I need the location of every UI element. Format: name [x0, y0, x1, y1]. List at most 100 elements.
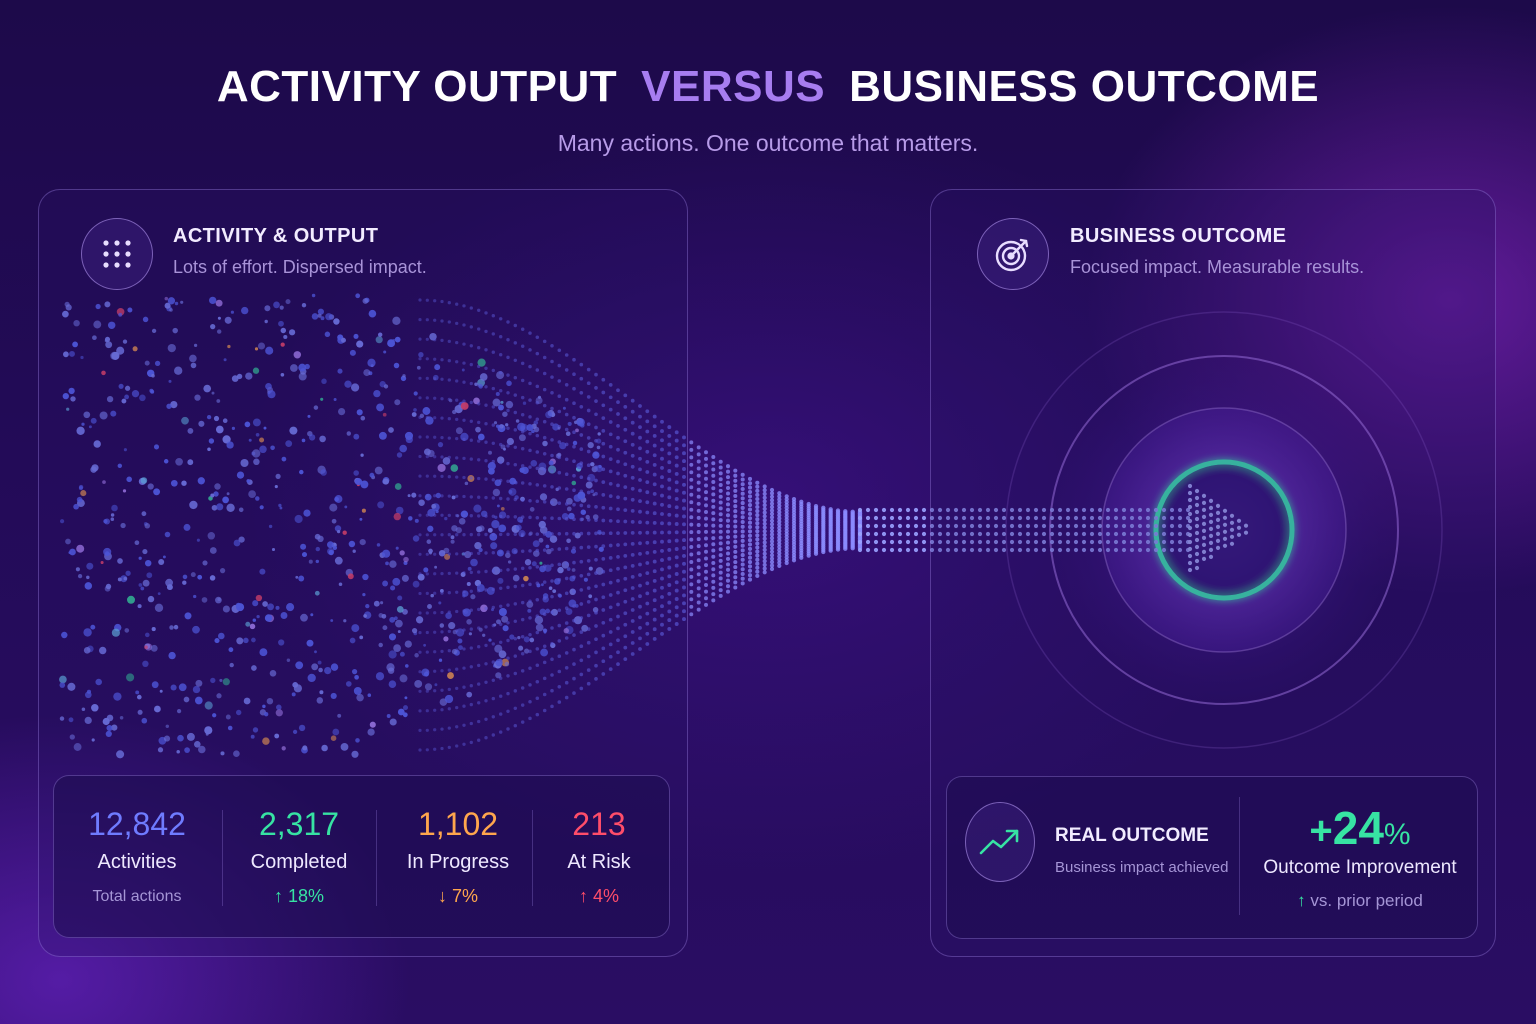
activity-dot — [718, 518, 723, 523]
activity-dot — [508, 487, 517, 496]
activity-dot — [447, 672, 454, 680]
activity-dot — [447, 397, 451, 402]
activity-dot — [469, 325, 473, 329]
activity-dot — [520, 617, 525, 622]
activity-dot — [696, 487, 701, 492]
activity-dot — [268, 524, 273, 529]
activity-dot — [425, 415, 429, 420]
activity-dot — [564, 383, 569, 387]
activity-dot — [711, 579, 716, 584]
activity-dot — [557, 577, 562, 582]
activity-dot — [881, 531, 887, 537]
activity-dot — [520, 549, 525, 554]
activity-dot — [382, 478, 389, 485]
activity-dot — [638, 467, 642, 472]
activity-dot — [865, 547, 871, 553]
activity-dot — [455, 427, 463, 435]
activity-dot — [63, 351, 69, 358]
activity-dot — [689, 574, 694, 579]
activity-dot — [381, 613, 387, 619]
activity-dot — [718, 494, 723, 499]
activity-dot — [704, 476, 708, 481]
outcome-value: 24 — [1332, 802, 1384, 854]
activity-dot — [447, 571, 451, 576]
activity-dot — [310, 613, 314, 617]
activity-dot — [747, 507, 753, 512]
activity-dot — [755, 569, 760, 574]
activity-dot — [346, 431, 352, 436]
activity-dot — [417, 573, 425, 581]
activity-dot — [367, 358, 376, 367]
activity-dot — [696, 480, 701, 485]
activity-dot — [601, 633, 606, 638]
activity-dot — [455, 379, 459, 383]
activity-dot — [689, 537, 694, 542]
activity-dot — [660, 419, 664, 424]
activity-dot — [451, 525, 458, 532]
activity-dot — [725, 545, 731, 551]
activity-dot — [572, 430, 576, 435]
activity-dot — [332, 545, 338, 550]
activity-dot — [250, 734, 255, 739]
activity-dot — [425, 748, 429, 752]
activity-dot — [440, 571, 444, 576]
activity-dot — [440, 649, 444, 654]
activity-dot — [144, 645, 148, 650]
activity-dot — [552, 589, 557, 593]
activity-dot — [572, 357, 576, 362]
activity-dot — [564, 546, 569, 551]
activity-dot — [630, 542, 635, 546]
activity-dot — [434, 565, 438, 569]
activity-dot — [608, 667, 613, 671]
activity-dot — [586, 640, 591, 645]
activity-dot — [696, 494, 701, 499]
activity-dot — [198, 745, 206, 754]
activity-dot — [469, 589, 473, 593]
activity-dot — [769, 522, 775, 527]
activity-dot — [184, 747, 190, 753]
activity-dot — [660, 595, 664, 599]
activity-dot — [784, 531, 789, 537]
activity-dot — [528, 549, 532, 553]
activity-dot — [667, 433, 672, 438]
activity-dot — [469, 665, 473, 669]
activity-dot — [344, 505, 348, 509]
activity-dot — [498, 694, 503, 698]
activity-dot — [711, 461, 716, 466]
activity-dot — [88, 425, 92, 429]
activity-dot — [462, 361, 466, 365]
activity-dot — [506, 337, 510, 342]
activity-dot — [164, 302, 171, 309]
activity-dot — [418, 513, 422, 517]
activity-dot — [652, 443, 657, 448]
activity-dot — [537, 395, 542, 399]
activity-dot — [484, 662, 488, 666]
activity-dot — [725, 573, 731, 578]
activity-dot — [522, 401, 527, 405]
activity-dot — [477, 458, 481, 462]
activity-dot — [225, 714, 231, 720]
activity-dot — [513, 497, 518, 502]
activity-dot — [281, 746, 286, 751]
activity-dot — [535, 515, 540, 520]
activity-dot — [137, 604, 142, 609]
activity-dot — [397, 630, 401, 634]
activity-dot — [528, 632, 532, 637]
activity-dot — [601, 608, 606, 612]
activity-dot — [311, 663, 319, 671]
activity-dot — [937, 547, 943, 553]
activity-dot — [704, 523, 708, 528]
activity-dot — [526, 424, 534, 432]
activity-dot — [660, 465, 664, 470]
activity-dot — [477, 738, 481, 742]
activity-dot — [500, 506, 505, 511]
activity-dot — [674, 530, 679, 535]
activity-dot — [542, 564, 547, 568]
activity-dot — [229, 662, 234, 668]
activity-dot — [747, 520, 753, 525]
activity-dot — [652, 598, 657, 603]
activity-dot — [469, 684, 473, 688]
activity-dot — [594, 372, 598, 377]
activity-dot — [733, 549, 738, 554]
activity-dot — [747, 524, 753, 530]
